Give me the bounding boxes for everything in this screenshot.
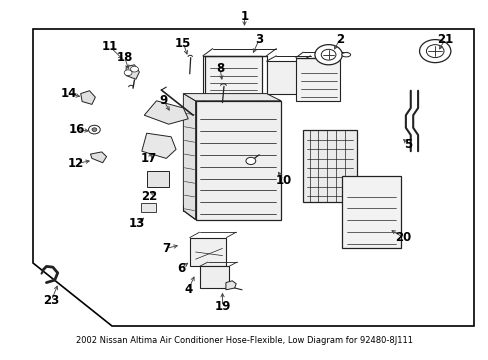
Circle shape: [130, 66, 138, 72]
Text: 2: 2: [335, 33, 343, 46]
Text: 14: 14: [60, 87, 77, 100]
Text: 7: 7: [162, 242, 170, 255]
Text: 12: 12: [67, 157, 84, 170]
Bar: [266, 61, 300, 94]
Text: 20: 20: [394, 231, 411, 244]
Text: 22: 22: [141, 190, 157, 203]
Circle shape: [245, 157, 255, 165]
Polygon shape: [183, 94, 195, 220]
Polygon shape: [183, 94, 281, 101]
Circle shape: [321, 49, 335, 60]
Text: 5: 5: [404, 138, 411, 150]
Bar: [303, 130, 356, 202]
Text: 3: 3: [255, 33, 263, 46]
Bar: [205, 56, 261, 101]
Bar: [141, 203, 155, 212]
Polygon shape: [33, 29, 473, 326]
Text: 13: 13: [128, 217, 145, 230]
Circle shape: [419, 40, 450, 63]
Text: 16: 16: [69, 123, 85, 136]
Text: 21: 21: [436, 33, 452, 46]
Text: 17: 17: [141, 152, 157, 165]
Polygon shape: [90, 152, 106, 163]
Text: 9: 9: [160, 94, 167, 107]
Bar: [199, 266, 228, 288]
Polygon shape: [126, 65, 139, 79]
Circle shape: [426, 45, 443, 58]
Text: 6: 6: [177, 262, 184, 275]
Text: 2002 Nissan Altima Air Conditioner Hose-Flexible, Low Diagram for 92480-8J111: 2002 Nissan Altima Air Conditioner Hose-…: [76, 336, 412, 345]
Bar: [205, 56, 261, 101]
Circle shape: [88, 125, 100, 134]
Circle shape: [124, 70, 132, 76]
Bar: [146, 171, 168, 187]
Text: 8: 8: [216, 62, 224, 75]
Text: 18: 18: [116, 51, 133, 64]
Bar: [189, 238, 226, 266]
Circle shape: [92, 128, 97, 131]
Text: 15: 15: [175, 37, 191, 50]
Polygon shape: [142, 133, 176, 158]
Text: 23: 23: [43, 294, 60, 307]
Polygon shape: [81, 91, 95, 104]
Circle shape: [314, 45, 342, 65]
Text: 19: 19: [214, 300, 230, 313]
Bar: [195, 101, 281, 220]
Text: 11: 11: [102, 40, 118, 53]
Text: 10: 10: [275, 174, 291, 186]
Bar: [295, 58, 339, 101]
Ellipse shape: [341, 53, 350, 57]
Polygon shape: [225, 281, 236, 290]
Bar: [342, 176, 400, 248]
Polygon shape: [144, 101, 188, 124]
Text: 1: 1: [240, 10, 248, 23]
Text: 4: 4: [184, 283, 192, 296]
